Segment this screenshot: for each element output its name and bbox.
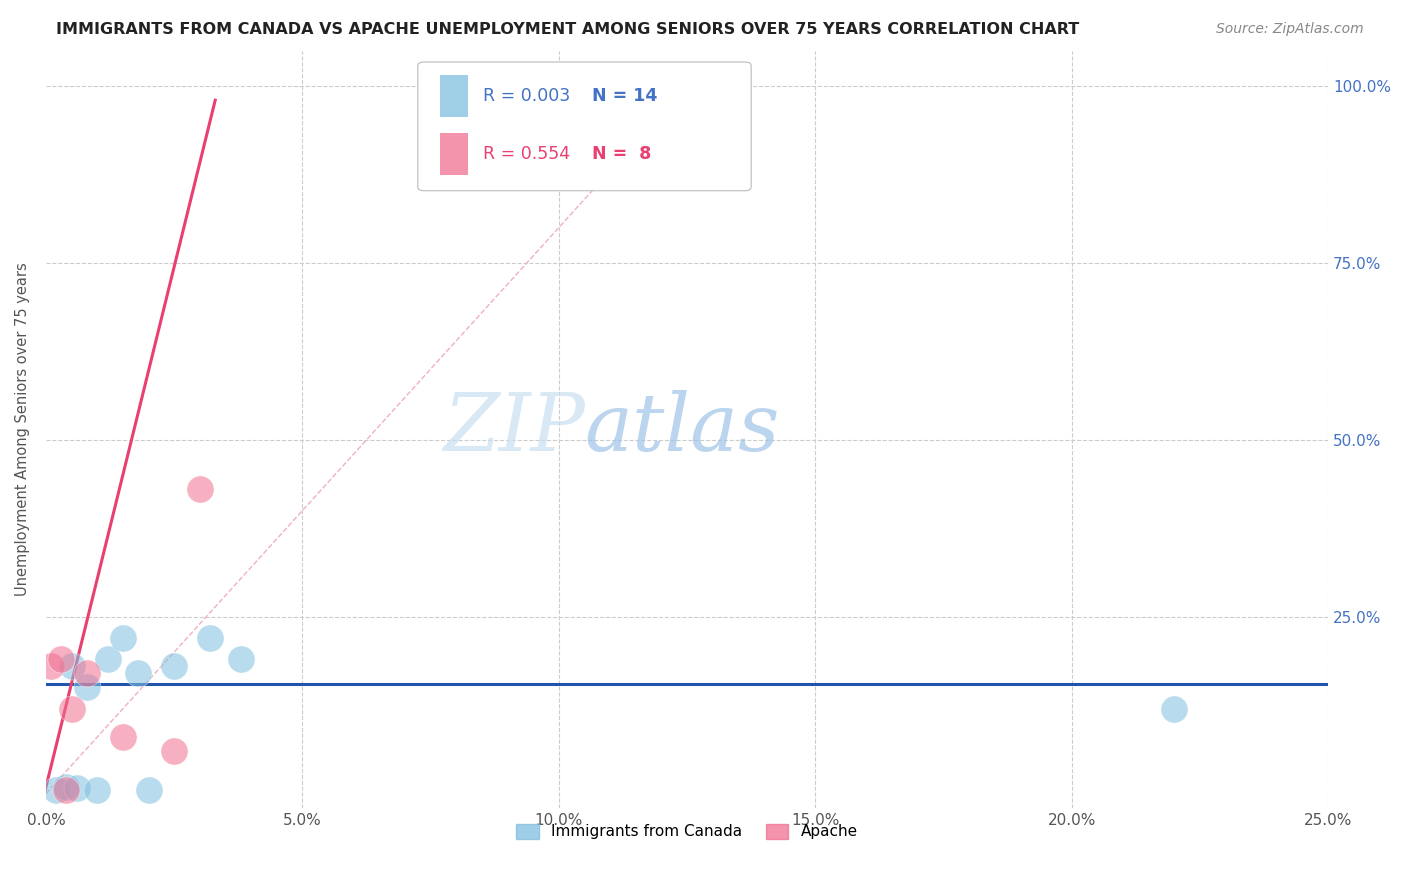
Text: atlas: atlas — [585, 391, 780, 468]
Point — [60, 659, 83, 673]
Point — [229, 652, 252, 666]
Text: N = 14: N = 14 — [592, 87, 658, 105]
Text: IMMIGRANTS FROM CANADA VS APACHE UNEMPLOYMENT AMONG SENIORS OVER 75 YEARS CORREL: IMMIGRANTS FROM CANADA VS APACHE UNEMPLO… — [56, 22, 1080, 37]
Point — [111, 730, 134, 744]
Point — [1163, 701, 1185, 715]
Point — [60, 701, 83, 715]
Point — [51, 652, 73, 666]
Point — [86, 783, 108, 797]
Text: R = 0.554: R = 0.554 — [484, 145, 571, 163]
Point — [198, 631, 221, 645]
Point — [55, 783, 77, 797]
Point — [138, 783, 160, 797]
FancyBboxPatch shape — [440, 75, 468, 117]
Point — [163, 659, 186, 673]
Text: N =  8: N = 8 — [592, 145, 651, 163]
Text: R = 0.003: R = 0.003 — [484, 87, 571, 105]
Legend: Immigrants from Canada, Apache: Immigrants from Canada, Apache — [510, 818, 863, 846]
Point — [55, 780, 77, 794]
Point — [188, 483, 211, 497]
Point — [76, 666, 98, 681]
Point — [127, 666, 149, 681]
Point — [163, 744, 186, 758]
Text: Source: ZipAtlas.com: Source: ZipAtlas.com — [1216, 22, 1364, 37]
Text: ZIP: ZIP — [443, 391, 585, 468]
Y-axis label: Unemployment Among Seniors over 75 years: Unemployment Among Seniors over 75 years — [15, 262, 30, 596]
Point — [96, 652, 118, 666]
Point — [76, 681, 98, 695]
FancyBboxPatch shape — [418, 62, 751, 191]
FancyBboxPatch shape — [440, 133, 468, 175]
Point — [66, 780, 89, 795]
Point — [45, 783, 67, 797]
Point — [111, 631, 134, 645]
Point — [39, 659, 62, 673]
